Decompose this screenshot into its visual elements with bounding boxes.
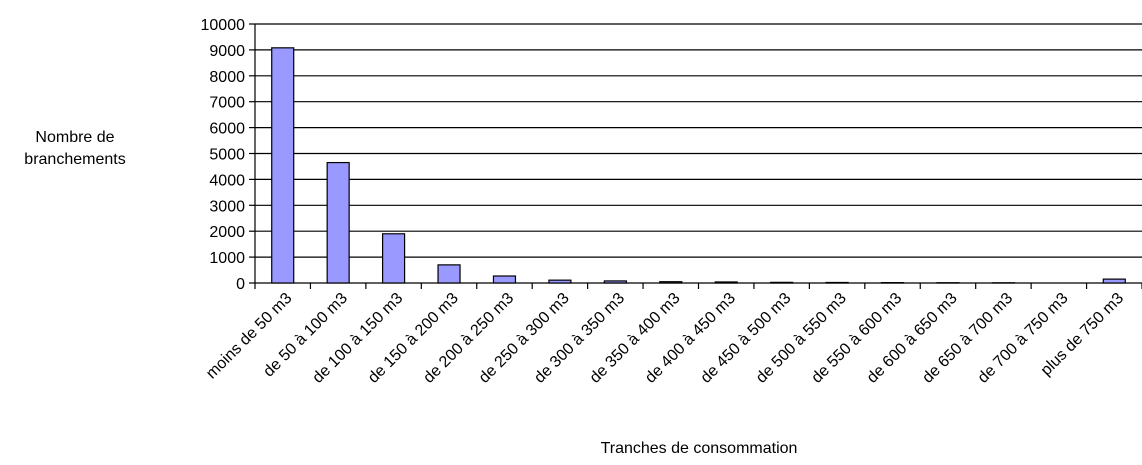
bar (714, 281, 738, 284)
y-tick-label: 8000 (209, 69, 245, 86)
bar (548, 279, 572, 284)
y-axis-label-line-1: Nombre de (35, 129, 115, 146)
y-tick-label: 1000 (209, 250, 245, 267)
bar (825, 281, 849, 284)
y-tick-label: 5000 (209, 147, 245, 164)
y-axis-label-line-2: branchements (24, 151, 126, 168)
bar (1102, 278, 1126, 284)
y-tick-label: 2000 (209, 224, 245, 241)
bar (381, 233, 406, 284)
x-axis-label: Tranches de consommation (600, 440, 798, 457)
y-tick-label: 3000 (209, 198, 245, 215)
bar (326, 161, 350, 284)
bar (659, 281, 683, 284)
bar (603, 280, 627, 284)
y-tick-label: 4000 (209, 172, 245, 189)
bar (271, 47, 295, 284)
bar (492, 275, 517, 284)
bar (770, 281, 794, 284)
y-axis-label: Nombre de branchements (0, 127, 150, 171)
y-tick-label: 9000 (209, 43, 245, 60)
bar (437, 264, 461, 284)
y-tick-label: 10000 (201, 17, 246, 34)
y-tick-label: 6000 (209, 121, 245, 138)
y-tick-label: 7000 (209, 95, 245, 112)
y-tick-label: 0 (236, 276, 245, 293)
